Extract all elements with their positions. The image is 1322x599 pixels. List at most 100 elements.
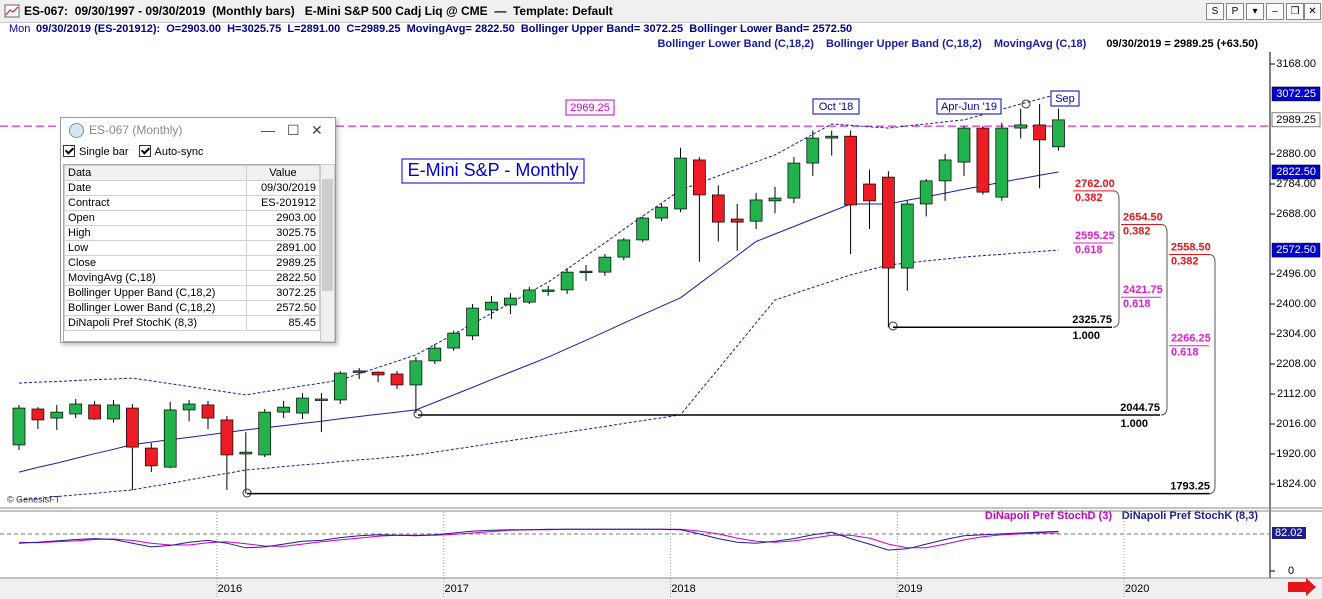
reference-label-box (565, 99, 615, 116)
candle-body (1014, 124, 1028, 129)
column-header: Value (245, 165, 320, 181)
price-tag-label: 2822.50 (1276, 166, 1316, 178)
checkbox-box (63, 144, 75, 157)
window-title: ES-067: 09/30/1997 - 09/30/2019 (Monthly… (24, 4, 613, 18)
button[interactable]: P (1226, 3, 1244, 20)
legend-entry: MovingAvg (C,18) (993, 38, 1087, 50)
annotation-box (1050, 90, 1080, 107)
y-tick-label: 0 (1288, 565, 1294, 577)
candle-body (882, 176, 895, 269)
button[interactable]: S (1206, 3, 1224, 20)
swing-marker (1021, 99, 1031, 109)
icon (69, 123, 84, 138)
y-tick-label: 2400.00 (1276, 298, 1316, 310)
candle-body (617, 239, 631, 258)
y-tick-label: 2112.00 (1277, 388, 1316, 400)
candle-body (12, 407, 26, 446)
retracement-label: 2421.75 (1123, 284, 1163, 296)
table: Data Value Date 09/30/2019 Contract ES-201912… (64, 165, 320, 331)
scroll-thumb[interactable] (322, 179, 333, 291)
fib-label: 2325.75 (1072, 314, 1112, 326)
retracement-label: 2558.50 (1171, 241, 1211, 253)
cell-label: High (64, 225, 247, 241)
retracement-ratio: 0.382 (1075, 192, 1103, 204)
candle-body (504, 297, 517, 306)
checkbox-label: Single bar (79, 145, 129, 158)
stoch-tag-label: 82.02 (1275, 527, 1303, 539)
cell-value: 2903.00 (245, 210, 320, 226)
price-tag-label: 3072.25 (1276, 88, 1316, 100)
retracement-label: 2595.25 (1075, 230, 1115, 242)
candle-body (579, 270, 593, 274)
candle-body (1052, 119, 1065, 148)
minimize-button[interactable]: — (261, 122, 275, 138)
restore-button[interactable]: ❐ (1286, 3, 1304, 20)
reference-label: 2969.25 (570, 102, 610, 114)
annotation: Apr-Jun '19 (941, 101, 997, 113)
title-bar: ES-067: 09/30/1997 - 09/30/2019 (Monthly… (0, 0, 1322, 23)
candle-body (787, 162, 801, 199)
retracement-ratio: 0.382 (1123, 225, 1151, 237)
x-tick-label: 2017 (444, 583, 468, 595)
options: Single bar Auto-sync (61, 142, 335, 160)
close-button[interactable]: ✕ (311, 122, 323, 138)
close-button[interactable]: ✕ (1304, 3, 1321, 20)
candle-body (239, 451, 253, 455)
stoch-line (18, 528, 1059, 551)
column-header: Data (64, 165, 247, 181)
checkbox[interactable]: Auto-sync (138, 144, 204, 158)
table-row: Bollinger Lower Band (C,18,2) 2572.50 (64, 300, 320, 316)
candle-body (315, 398, 328, 401)
table-row: MovingAvg (C,18) 2822.50 (64, 270, 320, 286)
last-price: 09/30/2019 = 2989.25 (+63.50) (1106, 38, 1258, 50)
maximize-button[interactable]: ☐ (287, 122, 300, 138)
x-tick-label: 2016 (218, 583, 242, 595)
title-box (401, 158, 585, 184)
price-tag (1271, 112, 1321, 128)
candle-body (541, 289, 555, 292)
price-tag-label: 2989.25 (1276, 114, 1316, 126)
cell-label: Open (64, 210, 247, 226)
time-axis (0, 578, 1322, 599)
cell-value: 2891.00 (245, 240, 320, 256)
x-tick-label: 2019 (898, 583, 922, 595)
checkbox[interactable]: Single bar (63, 144, 129, 158)
legend: Bollinger Lower Band (C,18,2) Bollinger U… (657, 38, 1258, 51)
retracement-bracket (1160, 223, 1168, 416)
candle-body (636, 217, 650, 241)
x-tick-label: 2018 (671, 583, 695, 595)
candle-body (995, 127, 1009, 198)
menu-button[interactable]: ▾ (1246, 3, 1264, 20)
candle-body (806, 137, 820, 164)
legend-entry: Bollinger Upper Band (C,18,2) (825, 38, 982, 50)
candle-body (31, 408, 45, 421)
candle-body (957, 127, 971, 163)
candle-body (655, 206, 668, 219)
price-axis (1270, 52, 1322, 578)
candle-body (390, 373, 404, 386)
candle-body (976, 127, 990, 193)
price-tag (1271, 164, 1321, 180)
cell-value: 3025.75 (245, 225, 320, 241)
candle-body (466, 307, 479, 337)
minimize-button[interactable]: – (1266, 3, 1284, 20)
candle-body (182, 403, 196, 411)
scroll-arrow[interactable] (1288, 578, 1316, 596)
scrollbar[interactable] (320, 164, 335, 342)
checkbox-label: Auto-sync (154, 145, 204, 158)
candle-body (277, 406, 290, 413)
table-row: Date 09/30/2019 (64, 180, 320, 196)
candle-body (126, 407, 139, 448)
annotation-box (812, 98, 860, 115)
cell-label: DiNapoli Pref StochK (8,3) (64, 315, 247, 331)
swing-marker (413, 409, 423, 419)
candle-body (485, 301, 498, 311)
annotation: Sep (1055, 93, 1075, 105)
cell-value: 85.45 (245, 315, 320, 331)
candle-body (711, 194, 725, 223)
chart-title: E-Mini S&P - Monthly (408, 160, 579, 180)
bar-info: Mon 09/30/2019 (ES-201912): O=2903.00 H=… (0, 23, 1322, 37)
bar-values: 09/30/2019 (ES-201912): O=2903.00 H=3025… (36, 23, 853, 35)
candle-body (560, 271, 574, 291)
